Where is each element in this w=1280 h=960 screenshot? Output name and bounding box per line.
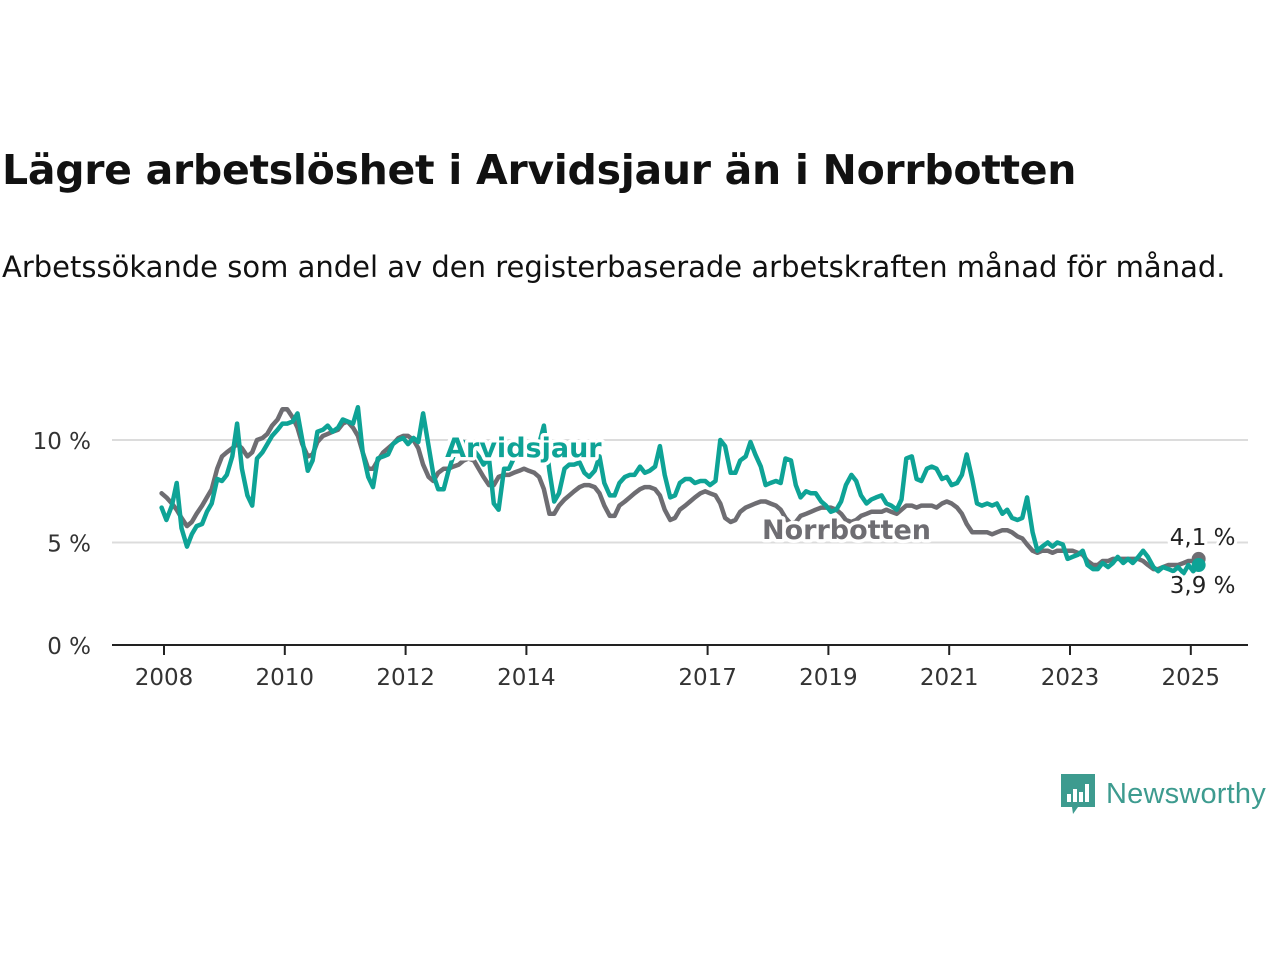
x-tick-label: 2021	[920, 665, 979, 691]
x-tick-label: 2019	[799, 665, 858, 691]
brand-name: Newsworthy	[1106, 777, 1266, 810]
end-label-norrbotten: 4,1 %	[1170, 525, 1236, 551]
chart-subtitle: Arbetssökande som andel av den registerb…	[2, 250, 1226, 284]
brand-logo[interactable]: Newsworthy	[1058, 771, 1266, 817]
y-tick-label: 0 %	[47, 634, 91, 660]
x-tick-label: 2010	[256, 665, 315, 691]
series-label-norrbotten: Norrbotten	[762, 515, 931, 546]
series-label-arvidsjaur: Arvidsjaur	[445, 433, 602, 464]
x-tick-label: 2017	[678, 665, 737, 691]
newsworthy-logo-icon	[1061, 774, 1095, 814]
series-line-arvidsjaur	[159, 404, 1201, 576]
chart-title: Lägre arbetslöshet i Arvidsjaur än i Nor…	[2, 146, 1077, 194]
end-point-arvidsjaur	[1191, 558, 1206, 573]
y-tick-label: 10 %	[33, 429, 91, 455]
x-tick-label: 2012	[376, 665, 435, 691]
x-tick-label: 2023	[1041, 665, 1100, 691]
end-label-arvidsjaur: 3,9 %	[1170, 573, 1236, 599]
y-tick-label: 5 %	[47, 532, 91, 558]
x-tick-label: 2008	[135, 665, 194, 691]
x-tick-label: 2014	[497, 665, 556, 691]
x-tick-label: 2025	[1162, 665, 1221, 691]
